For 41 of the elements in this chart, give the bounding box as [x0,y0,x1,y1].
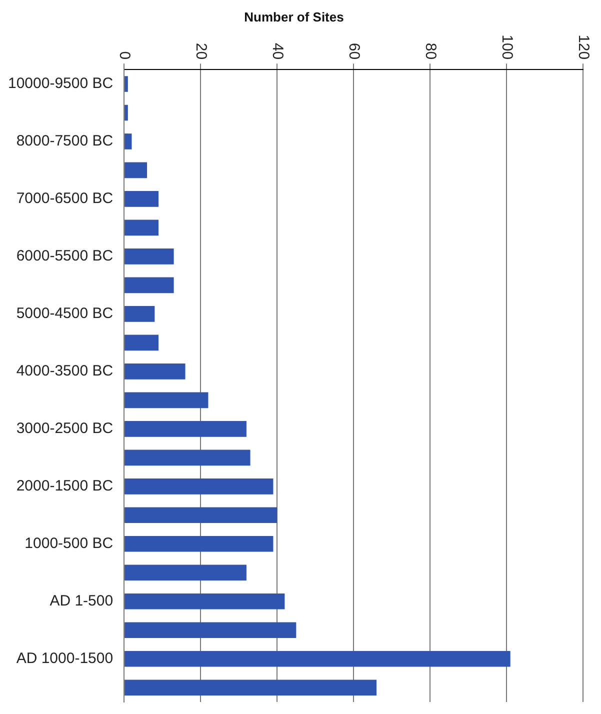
bar [124,564,246,581]
bar [124,162,148,178]
y-tick-label: AD 1-500 [50,592,114,610]
y-tick-label: 7000-6500 BC [16,190,114,208]
bar [124,220,158,236]
bar [124,76,128,92]
chart-title: Number of Sites [244,9,344,24]
y-tick-label: 1000-500 BC [24,535,114,552]
bar [124,364,186,380]
y-tick-label: 5000-4500 BC [16,305,114,322]
bar [124,134,132,150]
bar [124,248,174,264]
bar [124,622,296,638]
bar [124,277,174,294]
x-tick-label: 40 [268,42,286,60]
y-tick-label: AD 1000-1500 [16,650,114,668]
y-tick-label: 2000-1500 BC [16,478,114,495]
x-tick-label: 100 [498,34,516,60]
bar [124,450,250,466]
bar [124,680,376,696]
bar [124,104,128,121]
bar [124,191,158,207]
y-tick-label: 6000-5500 BC [16,248,114,265]
bar [124,650,510,667]
y-tick-label: 10000-9500 BC [8,75,114,92]
x-tick-label: 80 [422,42,439,60]
x-tick-label: 20 [192,42,210,60]
y-tick-label: 8000-7500 BC [16,132,114,150]
bar [124,536,274,552]
y-tick-label: 4000-3500 BC [16,362,114,380]
x-tick-label: 0 [116,51,133,60]
bar [124,478,274,494]
bar [124,306,155,322]
bar [124,507,278,524]
bar [124,392,208,408]
bar [124,593,285,610]
bar [124,421,246,437]
x-tick-label: 60 [345,42,362,60]
bar [124,334,158,351]
x-tick-label: 120 [574,34,592,60]
y-tick-label: 3000-2500 BC [16,420,114,438]
